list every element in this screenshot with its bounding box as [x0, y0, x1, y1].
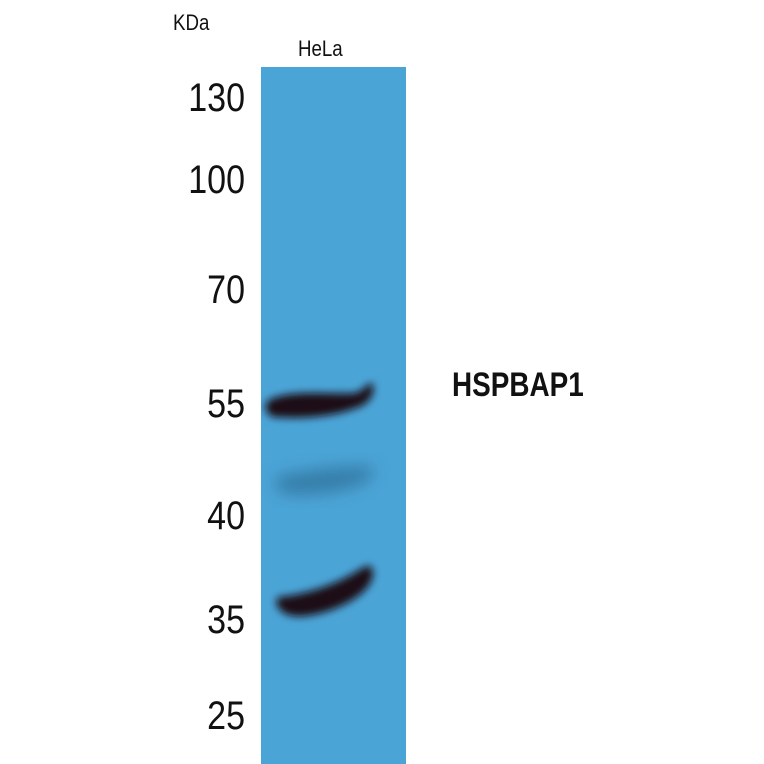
band-45kda-faint — [276, 466, 374, 495]
band-55kda — [265, 383, 374, 418]
marker-55: 55 — [207, 382, 245, 426]
target-protein-label: HSPBAP1 — [452, 366, 584, 404]
lane-label-hela: HeLa — [298, 36, 343, 61]
blot-lane-hela — [261, 67, 406, 764]
marker-70: 70 — [207, 268, 245, 312]
marker-100: 100 — [188, 158, 245, 202]
marker-35: 35 — [207, 598, 245, 642]
marker-130: 130 — [188, 76, 245, 120]
marker-40: 40 — [207, 494, 245, 538]
band-36kda — [276, 566, 373, 617]
marker-25: 25 — [207, 694, 245, 738]
kda-unit-label: KDa — [173, 10, 210, 35]
